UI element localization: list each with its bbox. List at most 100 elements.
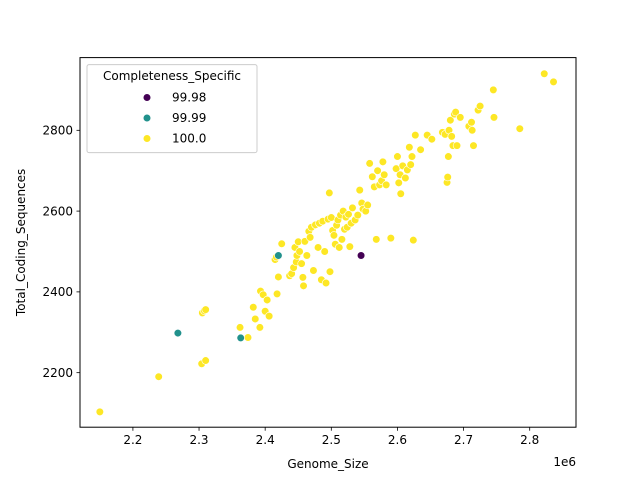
data-point bbox=[201, 356, 210, 365]
x-axis-label: Genome_Size bbox=[287, 457, 368, 471]
points-layer bbox=[95, 69, 558, 416]
data-point bbox=[467, 118, 476, 127]
data-point bbox=[154, 372, 163, 381]
x-tick-label: 2.6 bbox=[388, 433, 407, 447]
y-axis: 2200 2400 2600 2800 bbox=[42, 124, 80, 380]
legend-label: 99.99 bbox=[172, 111, 206, 125]
data-point bbox=[299, 281, 308, 290]
data-point bbox=[409, 236, 418, 245]
data-point bbox=[325, 267, 335, 276]
data-point bbox=[446, 116, 455, 125]
data-point bbox=[272, 289, 282, 299]
data-point bbox=[320, 247, 329, 256]
data-point bbox=[444, 152, 453, 161]
legend-entry: 100.0 bbox=[142, 132, 206, 146]
data-point bbox=[251, 314, 260, 324]
data-point bbox=[372, 235, 381, 244]
data-point bbox=[274, 272, 283, 282]
x-tick-label: 2.7 bbox=[454, 433, 473, 447]
data-point bbox=[427, 135, 436, 144]
y-tick-label: 2200 bbox=[42, 366, 73, 380]
data-point bbox=[173, 328, 182, 338]
data-point bbox=[236, 333, 245, 343]
y-tick-label: 2400 bbox=[42, 285, 73, 299]
data-point bbox=[378, 157, 387, 166]
data-point bbox=[297, 259, 306, 268]
x-tick-label: 2.8 bbox=[520, 433, 539, 447]
legend-label: 100.0 bbox=[172, 132, 206, 146]
data-point bbox=[302, 251, 311, 260]
data-point bbox=[243, 333, 253, 342]
data-point bbox=[452, 141, 462, 150]
data-point bbox=[405, 143, 414, 152]
data-point bbox=[386, 234, 395, 243]
data-point bbox=[447, 132, 456, 141]
legend-entry: 99.98 bbox=[142, 91, 206, 105]
data-point bbox=[476, 101, 485, 111]
data-point bbox=[313, 243, 323, 252]
data-point bbox=[394, 178, 403, 187]
data-point bbox=[325, 188, 334, 198]
legend-entry: 99.99 bbox=[142, 111, 206, 125]
data-point bbox=[393, 152, 402, 161]
x-tick-label: 2.2 bbox=[123, 433, 142, 447]
data-point bbox=[382, 180, 391, 189]
y-tick-label: 2600 bbox=[42, 204, 73, 218]
data-point bbox=[368, 172, 377, 181]
data-point bbox=[353, 211, 362, 220]
x-tick-label: 2.5 bbox=[322, 433, 341, 447]
data-point bbox=[348, 203, 357, 212]
data-point bbox=[489, 85, 498, 95]
data-point bbox=[355, 185, 364, 195]
data-point bbox=[469, 141, 478, 150]
x-axis: 2.2 2.3 2.4 2.5 2.6 2.7 2.8 bbox=[123, 427, 539, 447]
data-point bbox=[411, 131, 420, 140]
data-point bbox=[401, 173, 410, 183]
data-point bbox=[277, 239, 286, 248]
data-point bbox=[549, 77, 558, 86]
data-point bbox=[456, 113, 465, 122]
x-axis-offset-label: 1e6 bbox=[553, 455, 576, 469]
data-point bbox=[540, 69, 549, 78]
legend-marker bbox=[142, 134, 152, 143]
data-point bbox=[335, 243, 344, 252]
y-axis-label: Total_Coding_Sequences bbox=[14, 169, 28, 317]
data-point bbox=[344, 210, 353, 219]
data-point bbox=[365, 159, 374, 168]
plot-frame bbox=[79, 57, 577, 428]
data-point bbox=[263, 295, 272, 305]
data-point bbox=[306, 233, 315, 242]
data-point bbox=[407, 152, 417, 161]
data-point bbox=[489, 113, 499, 122]
data-point bbox=[95, 407, 104, 416]
data-point bbox=[356, 251, 366, 260]
data-point bbox=[249, 303, 258, 312]
data-point bbox=[451, 108, 460, 117]
legend: Completeness_Specific 99.98 99.99 100.0 bbox=[86, 64, 258, 154]
data-point bbox=[321, 278, 331, 288]
data-point bbox=[515, 124, 524, 133]
data-point bbox=[468, 126, 477, 135]
data-point bbox=[337, 235, 346, 244]
data-point bbox=[345, 242, 354, 251]
data-point bbox=[295, 247, 304, 256]
data-point bbox=[309, 266, 318, 275]
legend-marker bbox=[142, 113, 152, 123]
y-tick-label: 2800 bbox=[42, 124, 73, 138]
x-tick-label: 2.3 bbox=[189, 433, 208, 447]
data-point bbox=[373, 166, 382, 175]
x-tick-label: 2.4 bbox=[256, 433, 275, 447]
data-point bbox=[416, 145, 425, 154]
legend-title: Completeness_Specific bbox=[103, 69, 241, 83]
data-point bbox=[235, 323, 245, 332]
data-point bbox=[255, 323, 264, 332]
data-point bbox=[265, 312, 274, 321]
data-point bbox=[443, 173, 452, 182]
data-point bbox=[406, 160, 415, 169]
data-point bbox=[329, 231, 339, 240]
data-point bbox=[363, 200, 372, 210]
legend-box bbox=[86, 64, 258, 154]
data-point bbox=[380, 170, 389, 179]
legend-label: 99.98 bbox=[172, 91, 206, 105]
